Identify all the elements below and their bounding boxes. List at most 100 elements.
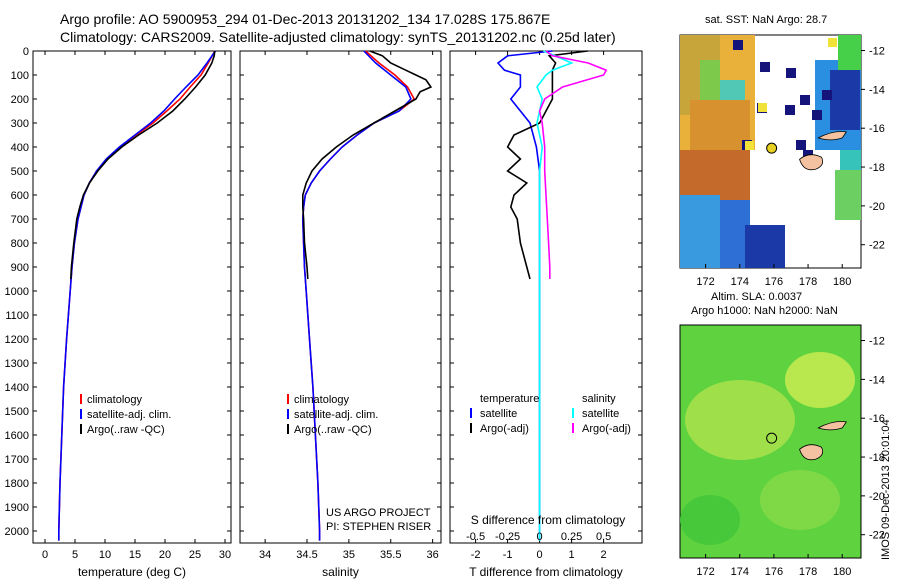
map-x-tick-label: 176	[765, 276, 783, 288]
x-tick-label: 35	[343, 549, 355, 561]
pi-annotation: PI: STEPHEN RISER	[326, 521, 431, 533]
y-tick-label: 1700	[5, 454, 29, 466]
sst-field-cell	[785, 105, 795, 115]
island-vanua-levu	[817, 421, 847, 431]
sst-field-cell	[800, 95, 810, 105]
sla-field-patch	[680, 495, 740, 545]
legend-header-salinity: salinity	[582, 393, 616, 405]
sst-field-block	[680, 195, 720, 268]
panel-temperature-frame	[32, 50, 232, 544]
sst-field-cell	[786, 68, 796, 78]
sla-field-patch	[785, 352, 855, 408]
legend-label: climatology	[87, 394, 143, 406]
panel-difference-frame	[449, 50, 643, 544]
x-tick-label: 5	[72, 549, 78, 561]
chart-title-line2: Climatology: CARS2009. Satellite-adjuste…	[60, 29, 616, 45]
map-x-tick-label: 176	[765, 566, 783, 578]
y-tick-label: 600	[11, 190, 29, 202]
sst-field-cell	[796, 140, 806, 150]
legend-label: climatology	[294, 394, 350, 406]
x-axis-label-top: S difference from climatology	[471, 513, 626, 527]
sla-field-patch	[685, 380, 795, 460]
y-tick-label: 1900	[5, 502, 29, 514]
sst-field-cell	[760, 62, 770, 72]
x-tick-label: -2	[471, 549, 481, 561]
sst-field-block	[720, 80, 745, 100]
map-x-tick-label: 174	[731, 566, 749, 578]
series-line-argo-raw-qc-	[301, 50, 433, 280]
island-vanua-levu	[817, 131, 847, 141]
y-tick-label: 1100	[5, 310, 29, 322]
series-line-climatology	[57, 50, 216, 541]
y-tick-label: 1400	[5, 382, 29, 394]
y-tick-label: 200	[11, 94, 29, 106]
map-x-tick-label: 172	[696, 276, 714, 288]
map-y-tick-label: -22	[869, 240, 885, 252]
series-line-t-argo-adj-	[506, 50, 588, 280]
x-axis-label: salinity	[322, 565, 359, 579]
series-line-s-satellite	[536, 50, 574, 541]
map-y-tick-label: -12	[869, 336, 885, 348]
sst-field-cell	[803, 150, 813, 160]
y-tick-label: 1200	[5, 334, 29, 346]
x-tick-label-s: -0.25	[495, 531, 520, 543]
map-y-tick-label: -12	[869, 46, 885, 58]
y-tick-label: 900	[11, 262, 29, 274]
y-tick-label: 500	[11, 166, 29, 178]
map-x-tick-label: 172	[696, 566, 714, 578]
x-tick-label: 0	[537, 549, 543, 561]
map-y-tick-label: -16	[869, 123, 885, 135]
sst-field-cell	[822, 90, 832, 100]
sla-map-subtitle: Argo h1000: NaN h2000: NaN	[691, 305, 838, 317]
x-tick-label: 34.5	[296, 549, 317, 561]
map-x-tick-label: 178	[799, 276, 817, 288]
x-tick-label: 2	[601, 549, 607, 561]
y-tick-label: 1300	[5, 358, 29, 370]
legend-label: Argo(-adj)	[582, 423, 631, 435]
panel-salinity-frame	[239, 50, 442, 544]
sst-field-block	[680, 35, 755, 150]
y-tick-label: 1000	[5, 286, 29, 298]
legend-label: Argo(..raw -QC)	[87, 424, 165, 436]
y-tick-label: 800	[11, 238, 29, 250]
legend-label: satellite	[480, 408, 517, 420]
legend-label: satellite-adj. clim.	[87, 409, 171, 421]
sst-field-cell	[742, 140, 752, 150]
map-y-tick-label: -14	[869, 374, 885, 386]
series-line-argo-raw-qc-	[70, 50, 216, 280]
x-axis-label: T difference from climatology	[469, 565, 623, 579]
x-tick-label: 30	[219, 549, 231, 561]
map-frame-sst_map	[679, 34, 862, 269]
x-tick-label: 36	[427, 549, 439, 561]
sst-field-block	[680, 150, 750, 210]
sst-field-block	[835, 170, 861, 220]
x-tick-label-s: 0	[537, 531, 543, 543]
series-line-climatology	[301, 50, 416, 541]
y-tick-label: 400	[11, 142, 29, 154]
sst-field-cell	[757, 103, 767, 113]
y-tick-label: 100	[11, 70, 29, 82]
x-tick-label: 25	[189, 549, 201, 561]
sst-field-cell-warm	[745, 141, 754, 150]
island-viti-levu	[799, 154, 824, 171]
x-tick-label: -1	[503, 549, 513, 561]
sst-field-cell	[812, 110, 822, 120]
sst-field-block	[700, 60, 720, 100]
x-tick-label-s: 0.25	[561, 531, 582, 543]
sst-field-block	[830, 70, 860, 130]
legend-header-temperature: temperature	[480, 393, 539, 405]
profile-location-marker	[766, 142, 778, 154]
x-tick-label: 20	[159, 549, 171, 561]
imos-timestamp: IMOS 09-Dec-2013 20:01:04	[880, 419, 892, 560]
x-tick-label: 1	[569, 549, 575, 561]
x-tick-label: 0	[42, 549, 48, 561]
map-frame-sla_map	[679, 324, 862, 559]
y-tick-label: 300	[11, 118, 29, 130]
sst-field-cell	[733, 40, 743, 50]
sst-field-block	[745, 225, 785, 268]
series-line-t-satellite	[496, 50, 553, 541]
sst-field-block	[680, 35, 720, 115]
sla-field-patch	[760, 470, 840, 530]
series-line-s-argo-adj-	[538, 50, 608, 279]
